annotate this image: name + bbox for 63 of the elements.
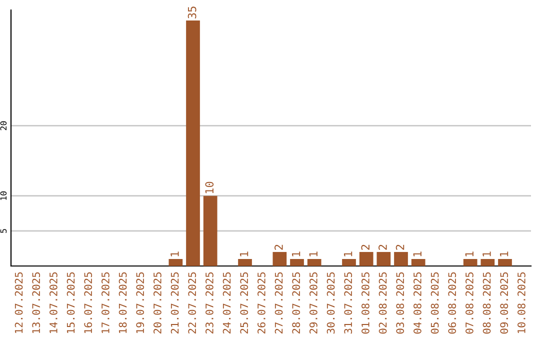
x-tick-label: 03.08.2025 xyxy=(396,272,404,334)
data-label: 1 xyxy=(413,252,422,256)
x-tick-label: 18.07.2025 xyxy=(118,272,127,334)
x-tick-label: 01.08.2025 xyxy=(362,272,370,334)
y-tick-label: 20 xyxy=(0,121,7,130)
x-tick-label: 12.07.2025 xyxy=(14,272,23,334)
bar xyxy=(359,252,374,266)
x-tick-label: 07.08.2025 xyxy=(466,272,474,334)
y-tick-label: 5 xyxy=(0,229,7,233)
data-label: 1 xyxy=(482,252,491,256)
bar xyxy=(186,20,200,266)
bar xyxy=(203,196,218,266)
x-tick-label: 04.08.2025 xyxy=(414,272,422,334)
x-tick-label: 06.08.2025 xyxy=(448,272,456,334)
data-label: 2 xyxy=(361,244,370,250)
x-tick-label: 13.07.2025 xyxy=(32,272,40,334)
data-label: 1 xyxy=(240,252,248,256)
x-tick-label: 05.08.2025 xyxy=(430,272,439,334)
x-tick-label: 19.07.2025 xyxy=(136,272,144,334)
x-tick-label: 09.08.2025 xyxy=(500,272,508,334)
data-label: 35 xyxy=(188,6,196,18)
bar xyxy=(272,252,287,266)
x-tick-label: 28.07.2025 xyxy=(292,272,300,334)
bar xyxy=(463,258,478,266)
data-label: 2 xyxy=(396,244,404,250)
bar xyxy=(168,258,183,266)
data-label: 10 xyxy=(205,182,214,194)
bar xyxy=(307,258,322,266)
data-label: 1 xyxy=(344,252,352,256)
x-tick-label: 02.08.2025 xyxy=(378,272,387,334)
bar xyxy=(238,258,252,266)
x-tick-label: 27.07.2025 xyxy=(274,272,283,334)
bar xyxy=(498,258,512,266)
data-label: 1 xyxy=(465,252,474,256)
x-tick-label: 31.07.2025 xyxy=(344,272,352,334)
x-tick-label: 15.07.2025 xyxy=(66,272,75,334)
x-tick-label: 10.08.2025 xyxy=(518,272,526,334)
data-label: 1 xyxy=(309,252,318,256)
x-tick-label: 20.07.2025 xyxy=(154,272,162,334)
bar xyxy=(480,258,495,266)
x-tick-label: 22.07.2025 xyxy=(188,272,196,334)
bar xyxy=(342,258,356,266)
x-tick-label: 21.07.2025 xyxy=(170,272,179,334)
bar xyxy=(394,252,408,266)
x-tick-label: 17.07.2025 xyxy=(102,272,110,334)
y-tick-label: 10 xyxy=(0,191,7,200)
bar xyxy=(376,252,391,266)
x-tick-label: 23.07.2025 xyxy=(206,272,214,334)
x-tick-label: 24.07.2025 xyxy=(222,272,231,334)
x-tick-label: 08.08.2025 xyxy=(482,272,491,334)
x-tick-label: 29.07.2025 xyxy=(310,272,318,334)
bar xyxy=(411,258,426,266)
data-label: 1 xyxy=(170,252,179,256)
x-tick-label: 26.07.2025 xyxy=(258,272,266,334)
x-tick-label: 30.07.2025 xyxy=(326,272,335,334)
x-tick-label: 25.07.2025 xyxy=(240,272,248,334)
data-label: 1 xyxy=(292,252,300,256)
x-tick-label: 16.07.2025 xyxy=(84,272,92,334)
bar xyxy=(290,258,304,266)
x-tick-label: 14.07.2025 xyxy=(50,272,58,334)
data-label: 2 xyxy=(378,244,387,250)
data-label: 1 xyxy=(500,252,508,256)
data-label: 2 xyxy=(274,244,283,250)
